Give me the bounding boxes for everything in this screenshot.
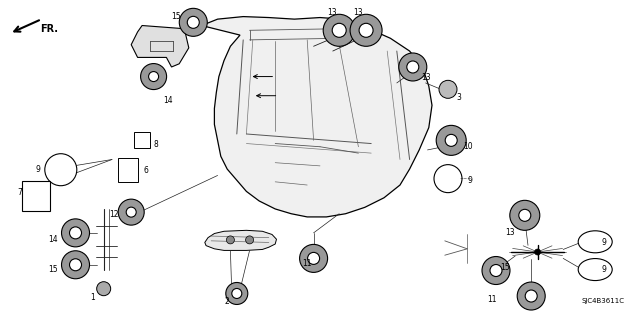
Circle shape — [323, 14, 355, 46]
Text: ~~~: ~~~ — [460, 176, 472, 181]
Circle shape — [300, 244, 328, 272]
Text: 11: 11 — [302, 259, 312, 268]
Circle shape — [308, 252, 319, 264]
Polygon shape — [202, 17, 432, 217]
Text: 9: 9 — [467, 176, 472, 185]
Circle shape — [490, 264, 502, 277]
Circle shape — [525, 290, 537, 302]
Text: 1: 1 — [90, 293, 95, 302]
Circle shape — [246, 236, 253, 244]
Text: SJC4B3611C: SJC4B3611C — [581, 298, 624, 304]
Text: 9: 9 — [602, 238, 607, 247]
Text: 3: 3 — [456, 93, 461, 102]
Text: 14: 14 — [48, 235, 58, 244]
Text: 14: 14 — [163, 96, 173, 105]
Circle shape — [70, 227, 81, 239]
Circle shape — [141, 63, 166, 90]
Circle shape — [232, 288, 242, 299]
Ellipse shape — [578, 259, 612, 280]
Circle shape — [70, 259, 81, 271]
Circle shape — [439, 80, 457, 98]
Circle shape — [482, 256, 510, 285]
Circle shape — [436, 125, 466, 155]
Circle shape — [519, 209, 531, 221]
Text: 10: 10 — [463, 142, 472, 151]
Circle shape — [434, 165, 462, 193]
FancyBboxPatch shape — [118, 158, 138, 182]
Text: 6: 6 — [144, 166, 149, 175]
Text: 15: 15 — [48, 265, 58, 274]
Text: 13: 13 — [506, 228, 515, 237]
Circle shape — [126, 207, 136, 217]
Text: 15: 15 — [172, 12, 181, 21]
Circle shape — [61, 251, 90, 279]
Circle shape — [332, 23, 346, 37]
Text: 11: 11 — [488, 295, 497, 304]
FancyBboxPatch shape — [134, 132, 150, 148]
Polygon shape — [205, 230, 276, 250]
Circle shape — [227, 236, 234, 244]
Circle shape — [61, 219, 90, 247]
Text: 9: 9 — [602, 265, 607, 274]
Text: 12: 12 — [109, 210, 119, 219]
Text: FR.: FR. — [40, 24, 58, 34]
Text: 2: 2 — [225, 297, 230, 306]
Text: 8: 8 — [154, 140, 158, 149]
Circle shape — [179, 8, 207, 36]
Text: 7: 7 — [17, 189, 22, 197]
Text: 13: 13 — [421, 73, 431, 82]
Circle shape — [407, 61, 419, 73]
Circle shape — [226, 283, 248, 304]
Circle shape — [359, 23, 373, 37]
Text: 9: 9 — [36, 165, 41, 174]
FancyBboxPatch shape — [22, 181, 51, 211]
Ellipse shape — [578, 231, 612, 253]
Circle shape — [97, 282, 111, 296]
Circle shape — [45, 154, 77, 186]
Circle shape — [399, 53, 427, 81]
Circle shape — [350, 14, 382, 46]
Text: 15: 15 — [500, 263, 510, 272]
Polygon shape — [131, 26, 189, 67]
Circle shape — [534, 249, 541, 255]
Circle shape — [510, 200, 540, 230]
Circle shape — [517, 282, 545, 310]
Circle shape — [148, 71, 159, 82]
Circle shape — [118, 199, 144, 225]
Text: 13: 13 — [353, 8, 364, 17]
Circle shape — [188, 16, 199, 28]
Circle shape — [445, 134, 457, 146]
Text: 13: 13 — [326, 8, 337, 17]
